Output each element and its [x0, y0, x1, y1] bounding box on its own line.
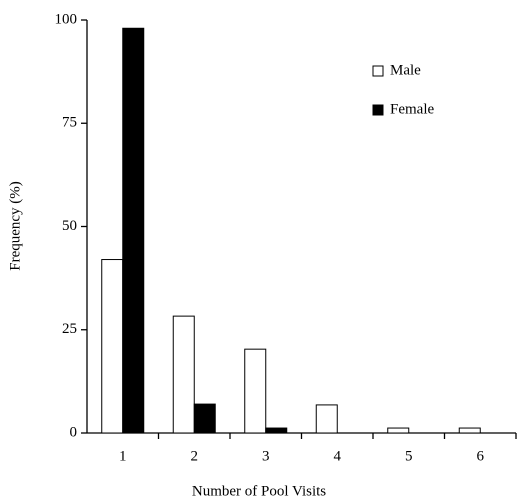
legend-swatch — [372, 104, 384, 116]
x-axis-title: Number of Pool Visits — [192, 483, 326, 499]
y-tick-label: 0 — [70, 424, 78, 440]
x-tick-label: 5 — [405, 448, 413, 464]
legend-label: Female — [390, 101, 434, 117]
bar — [458, 427, 481, 434]
y-tick-label: 25 — [62, 321, 77, 337]
bar — [193, 403, 216, 434]
y-axis-title: Frequency (%) — [7, 181, 23, 271]
bar — [265, 427, 288, 434]
x-tick-label: 1 — [119, 448, 127, 464]
bar — [315, 404, 338, 434]
bar — [244, 348, 267, 434]
y-tick-label: 100 — [55, 11, 78, 27]
y-tick-label: 75 — [62, 115, 77, 131]
y-tick-label: 50 — [62, 218, 77, 234]
x-tick-label: 2 — [191, 448, 199, 464]
bar — [101, 259, 124, 434]
bar — [387, 427, 410, 434]
x-tick-label: 6 — [477, 448, 485, 464]
legend-label: Male — [390, 62, 421, 78]
x-tick-label: 3 — [262, 448, 270, 464]
legend-swatch — [372, 65, 384, 77]
x-tick-label: 4 — [334, 448, 342, 464]
bar — [172, 315, 195, 434]
bar — [122, 27, 145, 434]
